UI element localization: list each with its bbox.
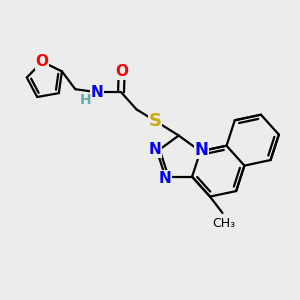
Text: O: O [115, 64, 128, 79]
Text: CH₃: CH₃ [212, 217, 236, 230]
Text: N: N [195, 140, 208, 158]
Text: H: H [80, 94, 91, 107]
Text: N: N [158, 171, 171, 186]
Text: N: N [90, 85, 103, 100]
Text: O: O [36, 54, 49, 69]
Text: S: S [148, 112, 161, 130]
Text: N: N [149, 142, 162, 157]
